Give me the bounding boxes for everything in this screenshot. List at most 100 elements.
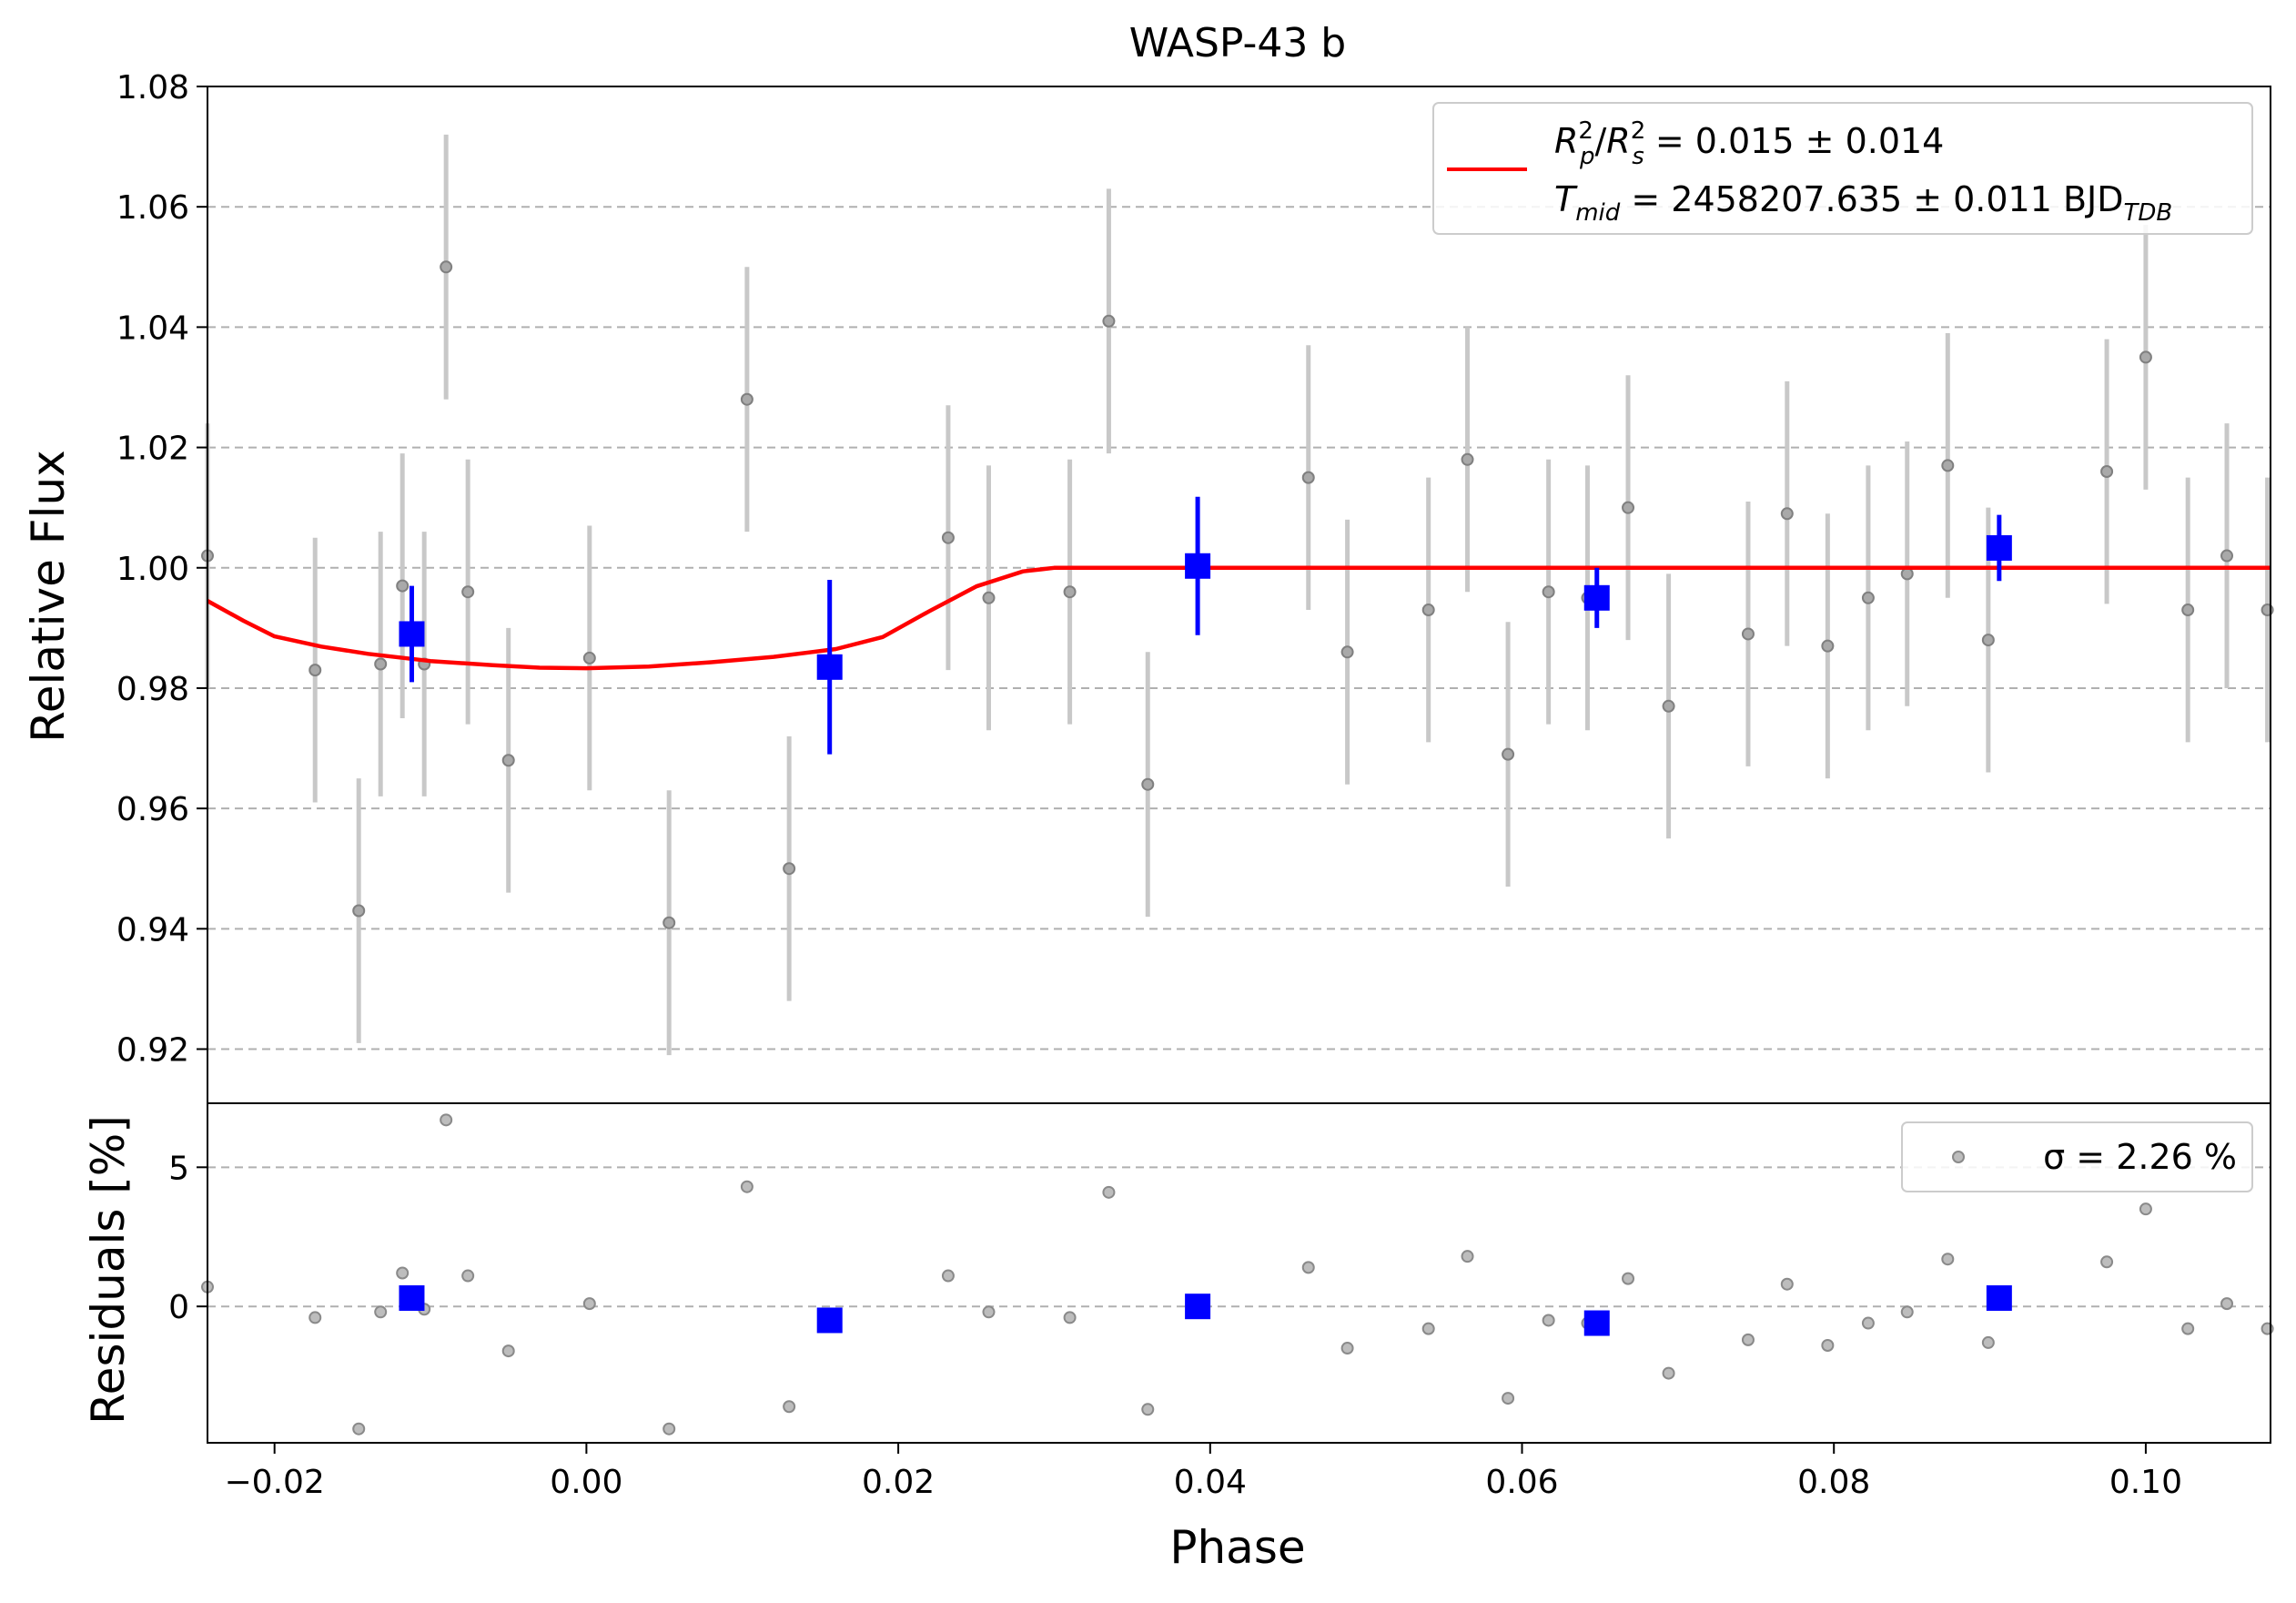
data-point <box>1502 747 1515 761</box>
data-point <box>1900 567 1914 581</box>
data-point <box>2139 350 2152 364</box>
x-tick-label: 0.06 <box>1485 1464 1558 1501</box>
residual-point <box>1102 1185 1116 1199</box>
residual-point <box>1861 1316 1875 1330</box>
data-point <box>374 657 388 671</box>
binned-point <box>399 621 425 647</box>
residuals-axes-frame <box>207 1102 2271 1444</box>
residual-point <box>1141 1403 1155 1416</box>
residual-point <box>1461 1250 1474 1263</box>
data-point <box>1063 585 1077 599</box>
residuals-y-ticks: 05 <box>168 1150 207 1326</box>
chart-title: WASP-43 b <box>1129 20 1346 66</box>
residual-point <box>352 1422 366 1436</box>
residuals-legend-box <box>1901 1121 2253 1192</box>
residual-point <box>461 1269 475 1283</box>
data-point <box>396 579 410 593</box>
residual-point <box>1063 1311 1077 1324</box>
binned-data <box>399 496 2012 755</box>
x-tick-label: 0.02 <box>862 1464 935 1501</box>
data-point <box>1301 471 1315 484</box>
residual-point <box>582 1297 596 1311</box>
data-point <box>2220 549 2234 563</box>
light-curve-y-ticks: 0.92 0.94 0.96 0.98 1.00 1.02 1.04 1.06 1.08 <box>116 69 207 1070</box>
fit-legend-radius-ratio: R2 p/R2 s = 0.015 ± 0.014 <box>1554 117 1944 170</box>
residual-point <box>1340 1342 1354 1355</box>
data-point <box>1821 639 1835 653</box>
data-point <box>352 904 366 918</box>
residual-point <box>2181 1322 2195 1335</box>
binned-residual-point <box>1185 1294 1211 1320</box>
residual-point <box>1301 1261 1315 1274</box>
residual-point <box>2139 1202 2152 1216</box>
residuals-panel: 05 −0.02 0.00 0.02 0.04 0.06 0.08 0.10 Residua… <box>82 1102 2274 1574</box>
data-point <box>1421 604 1435 617</box>
data-point <box>740 392 754 406</box>
residual-point <box>1821 1338 1835 1352</box>
fit-legend: R2 p/R2 s = 0.015 ± 0.014 Tmid = 2458207.6… <box>1432 102 2253 235</box>
data-point <box>982 591 996 604</box>
binned-residual-point <box>816 1307 843 1334</box>
data-point <box>1141 777 1155 791</box>
residual-point <box>740 1180 754 1193</box>
binned-residual-point <box>399 1285 425 1312</box>
fit-legend-mid-transit-time: Tmid = 2458207.635 ± 0.011 BJDTDB <box>1554 179 2172 227</box>
binned-point <box>1185 553 1211 579</box>
residual-point <box>501 1344 515 1358</box>
data-point <box>663 916 676 929</box>
y-axis-label-relative-flux: Relative Flux <box>22 450 75 742</box>
x-axis-label-phase: Phase <box>1169 1521 1305 1574</box>
residual-point <box>2220 1297 2234 1311</box>
residual-point <box>396 1266 410 1280</box>
data-point <box>1340 645 1354 659</box>
data-point <box>941 531 955 544</box>
data-point <box>1102 314 1116 328</box>
residuals-grid <box>207 1166 2271 1308</box>
data-point <box>308 664 322 677</box>
binned-residual-point <box>1583 1310 1610 1336</box>
x-tick-label: 0.10 <box>2109 1464 2182 1501</box>
y-tick-label: 1.04 <box>116 309 189 347</box>
x-tick-label: 0.08 <box>1797 1464 1870 1501</box>
residual-point <box>440 1113 453 1127</box>
y-tick-label: 0.96 <box>116 791 189 828</box>
residual-point <box>1502 1392 1515 1405</box>
y-tick-label: 1.00 <box>116 551 189 588</box>
data-point <box>2181 604 2195 617</box>
y-tick-label: 5 <box>168 1150 189 1187</box>
residual-point <box>1941 1253 1955 1266</box>
light-curve-data-points <box>201 260 2274 929</box>
residual-point <box>1421 1322 1435 1335</box>
residual-point <box>982 1305 996 1319</box>
data-point <box>1741 627 1755 641</box>
residual-point <box>663 1422 676 1436</box>
data-point <box>1780 507 1794 521</box>
data-point <box>1662 699 1675 713</box>
data-point <box>783 862 796 876</box>
x-axis-ticks: −0.02 0.00 0.02 0.04 0.06 0.08 0.10 <box>225 1443 2182 1501</box>
x-tick-label: 0.04 <box>1174 1464 1247 1501</box>
binned-point <box>816 654 843 680</box>
residual-point <box>941 1269 955 1283</box>
binned-point <box>1583 584 1610 611</box>
y-tick-label: 1.08 <box>116 69 189 107</box>
residual-point <box>1542 1314 1555 1327</box>
y-tick-label: 0 <box>168 1289 189 1326</box>
residual-point <box>1900 1305 1914 1319</box>
data-point <box>461 585 475 599</box>
data-point <box>1461 452 1474 466</box>
data-point <box>501 754 515 767</box>
residuals-legend-sigma: σ = 2.26 % <box>2043 1137 2237 1177</box>
data-point <box>1622 501 1635 514</box>
residual-point <box>1981 1335 1995 1349</box>
data-point <box>1981 634 1995 647</box>
residual-point <box>2100 1255 2114 1269</box>
data-point <box>2100 465 2114 479</box>
residuals-legend-marker <box>1952 1151 1965 1163</box>
residuals-binned-data <box>399 1285 2012 1336</box>
y-axis-label-residuals: Residuals [%] <box>82 1115 135 1425</box>
data-point <box>1941 459 1955 472</box>
data-point <box>440 260 453 274</box>
residual-point <box>1780 1277 1794 1291</box>
